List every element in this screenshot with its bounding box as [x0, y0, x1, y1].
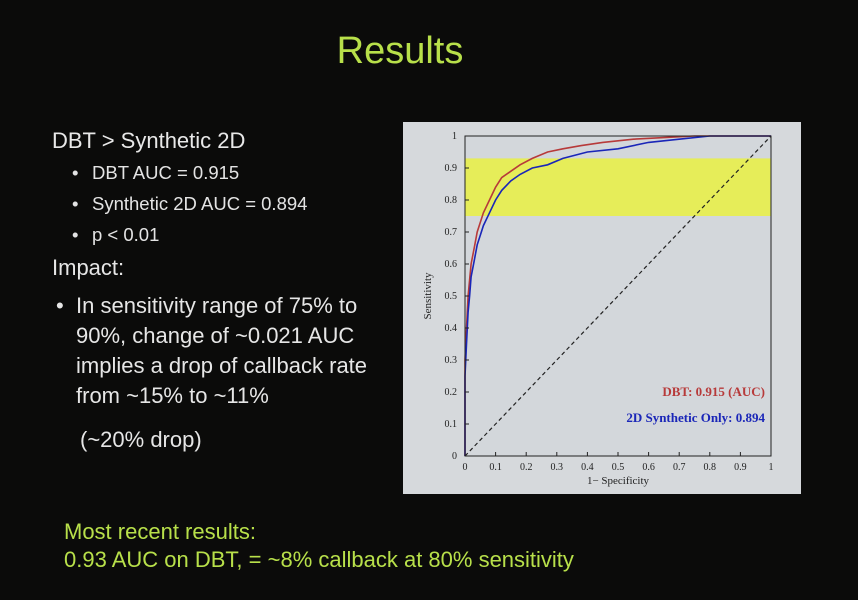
x-tick-label: 0.7: [673, 462, 686, 473]
y-tick-label: 0.3: [445, 355, 458, 366]
bullet-block: DBT > Synthetic 2D DBT AUC = 0.915 Synth…: [52, 128, 412, 453]
y-axis-label: Sensitivity: [422, 272, 434, 320]
impact-note: (~20% drop): [80, 427, 202, 452]
sub-bullet-list: DBT AUC = 0.915 Synthetic 2D AUC = 0.894…: [52, 162, 412, 246]
y-tick-label: 0.4: [445, 323, 458, 334]
y-tick-label: 0.2: [445, 387, 458, 398]
impact-heading: Impact:: [52, 255, 125, 280]
x-tick-label: 0.3: [551, 462, 564, 473]
y-tick-label: 0.8: [445, 195, 458, 206]
legend-entry: 2D Synthetic Only: 0.894: [626, 410, 765, 425]
sub-bullet-item: DBT AUC = 0.915: [72, 162, 412, 184]
x-tick-label: 0.8: [704, 462, 717, 473]
roc-chart-panel: 0 0.1 0.2 0.3 0.4 0.5 0.6 0.7 0.8 0.9 1 0 0.1 0.2 0.3 0…: [403, 122, 801, 494]
x-tick-label: 0.2: [520, 462, 533, 473]
x-tick-label: 1: [769, 462, 774, 473]
x-tick-label: 0.4: [581, 462, 594, 473]
sub-bullet-item: Synthetic 2D AUC = 0.894: [72, 193, 412, 215]
y-tick-label: 1: [452, 131, 457, 142]
impact-bullet: In sensitivity range of 75% to 90%, chan…: [52, 291, 412, 411]
footer-line-2: 0.93 AUC on DBT, = ~8% callback at 80% s…: [64, 547, 574, 572]
x-tick-label: 0.5: [612, 462, 625, 473]
slide-title: Results: [336, 30, 464, 72]
y-tick-label: 0: [452, 451, 457, 462]
y-tick-label: 0.7: [445, 227, 458, 238]
x-tick-label: 0.6: [642, 462, 655, 473]
x-tick-label: 0: [463, 462, 468, 473]
roc-chart: 0 0.1 0.2 0.3 0.4 0.5 0.6 0.7 0.8 0.9 1 0 0.1 0.2 0.3 0…: [422, 131, 774, 487]
y-tick-label: 0.6: [445, 259, 458, 270]
x-tick-label: 0.1: [489, 462, 502, 473]
comparison-heading: DBT > Synthetic 2D: [52, 128, 246, 153]
roc-curve-0: [464, 135, 771, 456]
sensitivity-highlight-band: [465, 158, 771, 216]
y-tick-label: 0.1: [445, 419, 458, 430]
footer: Most recent results: 0.93 AUC on DBT, = …: [64, 518, 574, 574]
sub-bullet-item: p < 0.01: [72, 224, 412, 246]
y-tick-label: 0.5: [445, 291, 458, 302]
chance-diagonal-line: [464, 135, 772, 457]
footer-line-1: Most recent results:: [64, 519, 256, 544]
x-tick-label: 0.9: [734, 462, 747, 473]
roc-curve-1: [464, 135, 771, 456]
y-tick-label: 0.9: [445, 163, 458, 174]
legend-entry: DBT: 0.915 (AUC): [662, 384, 765, 399]
x-axis-label: 1− Specificity: [587, 475, 650, 487]
